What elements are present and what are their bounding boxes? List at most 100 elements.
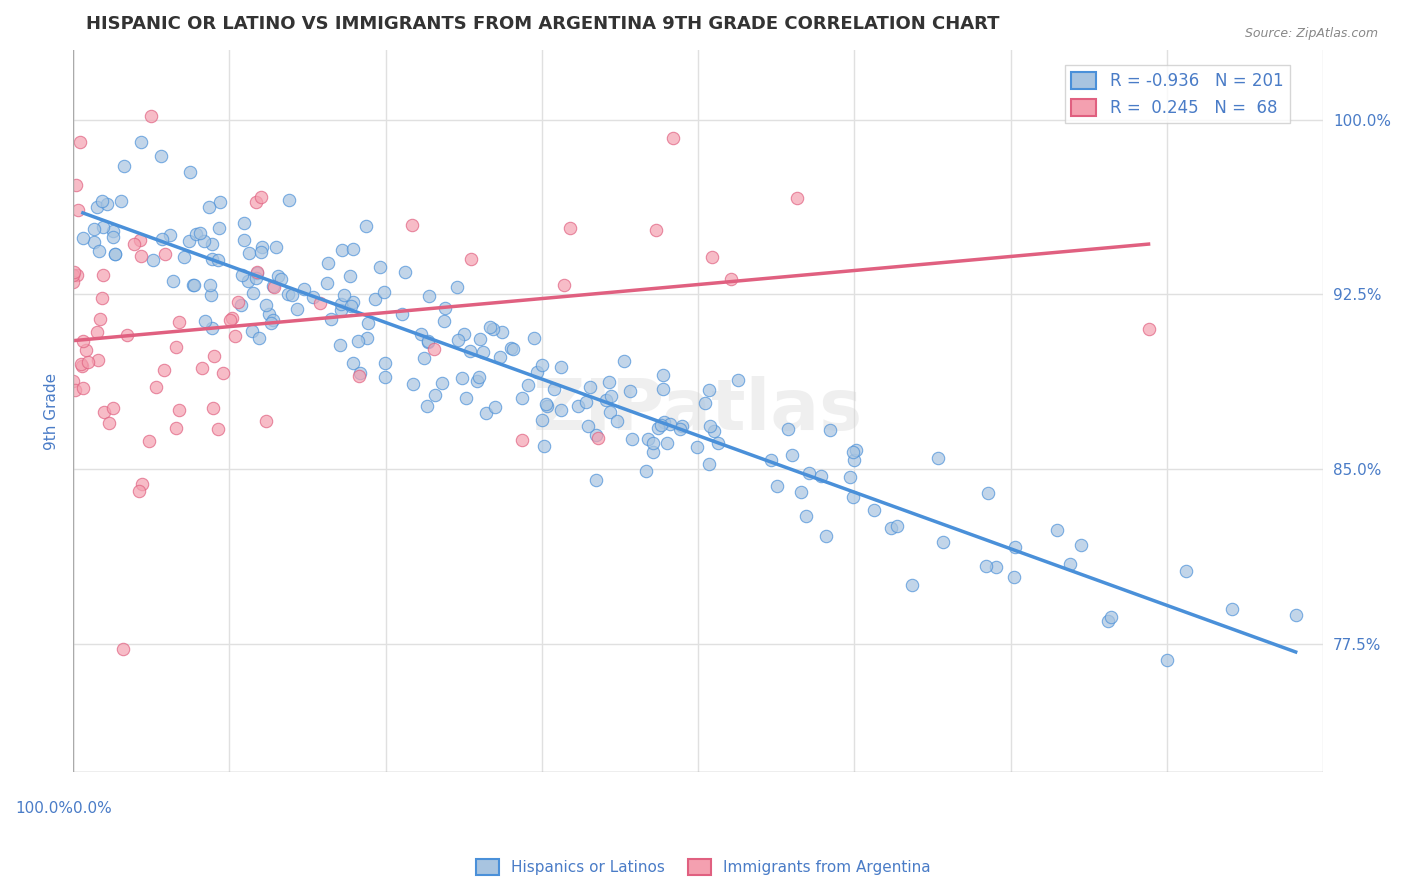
Point: [530, 359, 553, 373]
Point: [488, 350, 510, 364]
Point: [364, 292, 387, 306]
Point: [810, 469, 832, 483]
Point: [651, 368, 673, 383]
Point: [101, 401, 124, 415]
Point: [647, 421, 669, 435]
Point: [86, 325, 108, 339]
Point: [90, 194, 112, 209]
Point: [72, 334, 94, 348]
Point: [796, 508, 818, 523]
Point: [262, 313, 284, 327]
Point: [927, 450, 949, 465]
Point: [645, 222, 668, 236]
Point: [575, 394, 598, 409]
Point: [72, 231, 94, 245]
Point: [229, 298, 252, 312]
Point: [70, 357, 93, 371]
Point: [418, 289, 440, 303]
Point: [91, 291, 114, 305]
Point: [98, 416, 121, 430]
Point: [267, 268, 290, 283]
Point: [697, 384, 720, 398]
Point: [245, 195, 267, 210]
Point: [181, 277, 204, 292]
Point: [86, 200, 108, 214]
Point: [270, 272, 292, 286]
Point: [333, 288, 356, 302]
Point: [530, 412, 553, 426]
Point: [842, 490, 865, 504]
Point: [340, 299, 363, 313]
Point: [162, 274, 184, 288]
Point: [585, 427, 607, 442]
Legend: R = -0.936   N = 201, R =  0.245   N =  68: R = -0.936 N = 201, R = 0.245 N = 68: [1064, 65, 1289, 123]
Point: [236, 275, 259, 289]
Point: [233, 216, 256, 230]
Point: [77, 355, 100, 369]
Point: [523, 331, 546, 345]
Point: [686, 440, 709, 454]
Point: [434, 301, 457, 315]
Point: [254, 298, 277, 312]
Point: [482, 322, 505, 336]
Point: [391, 307, 413, 321]
Point: [1099, 610, 1122, 624]
Point: [104, 246, 127, 260]
Point: [799, 466, 821, 480]
Point: [260, 316, 283, 330]
Point: [191, 360, 214, 375]
Point: [63, 265, 86, 279]
Point: [264, 240, 287, 254]
Point: [131, 249, 153, 263]
Point: [354, 219, 377, 233]
Point: [207, 253, 229, 268]
Point: [374, 356, 396, 370]
Point: [111, 642, 134, 657]
Point: [165, 340, 187, 354]
Point: [553, 278, 575, 293]
Point: [703, 424, 725, 438]
Point: [104, 246, 127, 260]
Y-axis label: 9th Grade: 9th Grade: [44, 372, 59, 450]
Point: [62, 275, 84, 289]
Point: [281, 288, 304, 302]
Point: [316, 256, 339, 270]
Point: [232, 233, 254, 247]
Point: [432, 376, 454, 390]
Point: [693, 396, 716, 410]
Point: [460, 344, 482, 359]
Text: Source: ZipAtlas.com: Source: ZipAtlas.com: [1244, 27, 1378, 40]
Point: [349, 366, 371, 380]
Point: [165, 421, 187, 435]
Point: [465, 374, 488, 388]
Point: [588, 431, 610, 445]
Point: [460, 252, 482, 266]
Point: [652, 415, 675, 429]
Point: [124, 236, 146, 251]
Point: [1156, 653, 1178, 667]
Point: [374, 369, 396, 384]
Point: [765, 479, 787, 493]
Point: [250, 190, 273, 204]
Point: [259, 307, 281, 321]
Point: [201, 237, 224, 252]
Point: [786, 191, 808, 205]
Point: [1070, 538, 1092, 552]
Point: [977, 486, 1000, 500]
Point: [1220, 602, 1243, 616]
Point: [339, 268, 361, 283]
Point: [533, 439, 555, 453]
Point: [246, 265, 269, 279]
Point: [467, 370, 489, 384]
Point: [329, 338, 352, 352]
Point: [69, 135, 91, 149]
Point: [62, 374, 84, 388]
Point: [641, 436, 664, 450]
Point: [1137, 322, 1160, 336]
Point: [402, 377, 425, 392]
Point: [418, 335, 440, 350]
Point: [221, 311, 243, 326]
Point: [319, 312, 342, 326]
Point: [67, 202, 90, 217]
Point: [65, 178, 87, 192]
